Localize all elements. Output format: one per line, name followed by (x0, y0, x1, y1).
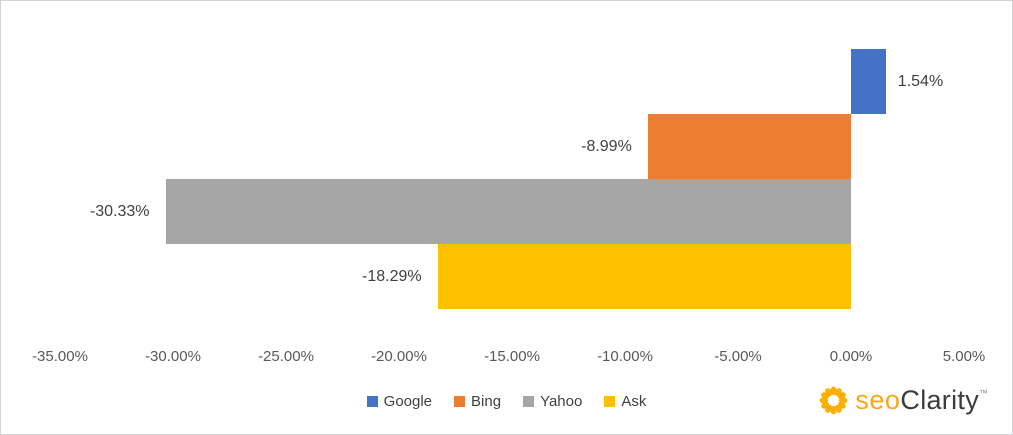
legend-item-google: Google (366, 393, 433, 410)
x-tick-label: -30.00% (145, 348, 201, 365)
legend-item-yahoo: Yahoo (523, 393, 582, 410)
x-tick-label: 0.00% (829, 348, 873, 365)
data-label-ask: -18.29% (362, 267, 422, 285)
x-tick-label: -25.00% (258, 348, 314, 365)
legend-swatch-bing (454, 396, 466, 407)
legend-label: Bing (471, 393, 502, 410)
x-tick-label: 5.00% (942, 348, 986, 365)
data-label-bing: -8.99% (581, 137, 632, 155)
data-label-yahoo: -30.33% (89, 202, 150, 220)
bar-bing (647, 114, 851, 179)
x-tick-label: -35.00% (32, 348, 88, 365)
legend-item-ask: Ask (604, 393, 646, 410)
data-label-google: 1.54% (897, 72, 944, 90)
logo-text-seo: seo (855, 385, 901, 415)
x-tick-label: -15.00% (484, 348, 540, 365)
x-tick-label: -10.00% (597, 348, 653, 365)
x-tick-label: -20.00% (371, 348, 427, 365)
x-tick-label: -5.00% (714, 348, 762, 365)
bar-ask (437, 244, 851, 309)
legend-swatch-google (366, 396, 378, 407)
legend-swatch-ask (604, 396, 616, 407)
logo-trademark: ™ (979, 388, 988, 398)
legend: Google Bing Yahoo Ask (1, 393, 1012, 410)
bar-yahoo (165, 179, 851, 244)
legend-label: Google (383, 393, 433, 410)
legend-swatch-yahoo (523, 396, 535, 407)
legend-label: Ask (621, 393, 647, 410)
legend-label: Yahoo (540, 393, 583, 410)
bar-google (851, 49, 886, 114)
legend-item-bing: Bing (454, 393, 501, 410)
seoclarity-sun-icon (820, 386, 848, 415)
logo-text-clarity: Clarity (900, 385, 979, 415)
seoclarity-logo: seo Clarity ™ (817, 384, 988, 417)
